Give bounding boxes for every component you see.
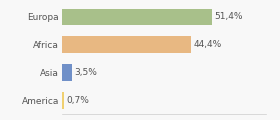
Text: 44,4%: 44,4% <box>193 40 222 49</box>
Bar <box>62 64 72 81</box>
Bar <box>62 92 64 109</box>
Text: 3,5%: 3,5% <box>74 68 97 77</box>
Text: 51,4%: 51,4% <box>214 12 242 21</box>
Bar <box>62 36 191 53</box>
Bar <box>62 9 212 25</box>
Text: 0,7%: 0,7% <box>66 96 89 105</box>
